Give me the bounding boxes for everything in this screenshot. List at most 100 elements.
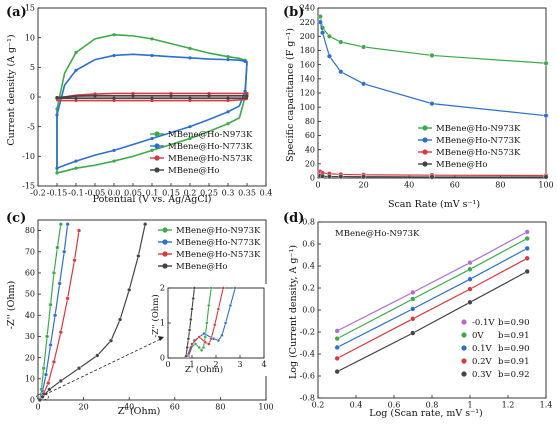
panel-a-series: [55, 33, 249, 175]
panel-a-point: [150, 98, 154, 103]
panel-c-series-point: [108, 338, 114, 343]
panel-d-xtick-label: 0.8: [426, 401, 439, 410]
panel-a-xtick-label: 0.15: [162, 189, 180, 198]
inset-series-point: [228, 303, 233, 308]
panel-b-series-point: [429, 52, 435, 58]
panel-a-ytick-label: 0: [30, 93, 35, 102]
panel-c-series-point: [117, 317, 123, 322]
panel-b-legend-marker: [422, 125, 428, 131]
panel-a-point: [226, 122, 230, 126]
panel-d-legend-b-value: b=0.90: [498, 344, 530, 354]
panel-a-legend: MBene@Ho-N973K MBene@Ho-N773K MBene@Ho-N57…: [150, 130, 253, 176]
panel-d-series-point: [410, 296, 416, 302]
panel-b-series-point: [543, 113, 549, 119]
panel-c-legend-marker: [162, 251, 168, 257]
panel-c-xtick-label: 60: [170, 403, 180, 412]
panel-c-series-point: [76, 366, 82, 371]
panel-a-point: [188, 96, 192, 100]
panel-d-series-point: [334, 336, 340, 342]
panel-a-point: [74, 159, 78, 163]
panel-d-annotation: MBene@Ho-N973K: [335, 229, 420, 239]
panel-a-legend-marker: [154, 131, 160, 137]
panel-a: (a) -0.2 -0.15 -0.1 -0.05 0.0 0.05 0.1 0.15 0.2 0…: [6, 4, 272, 205]
inset-series-point: [192, 286, 197, 290]
inset-series-point: [193, 342, 198, 346]
inset-series-point: [186, 337, 191, 341]
panel-b-legend-entry: MBene@Ho-N773K: [436, 136, 521, 146]
panel-a-xtick-label: 0.0: [108, 189, 121, 198]
panel-c-series-point: [127, 287, 132, 292]
inset-series-point: [197, 345, 201, 350]
panel-c-series-line: [39, 224, 62, 401]
panel-a-point: [150, 53, 154, 58]
panel-b-ytick-label: 100: [300, 103, 315, 112]
panel-b-legend-marker: [422, 137, 428, 143]
panel-a-point: [131, 94, 135, 98]
panel-d-series-line: [336, 247, 528, 348]
panel-d-series-point: [334, 355, 340, 362]
panel-d-series-point: [467, 299, 473, 305]
panel-a-cv-curve: [56, 95, 248, 99]
panel-c-ytick-label: 50: [25, 290, 35, 299]
panel-d-legend-b-value: b=0.92: [498, 370, 530, 380]
inset-series-point: [201, 345, 206, 350]
panel-b-series-point: [326, 174, 332, 180]
panel-d: (d) 0.2 0.4 0.6 0.8 1 1.2 1.4-0.8-0.6-0.4-0.20…: [283, 211, 552, 419]
panel-d-series-line: [336, 237, 528, 340]
panel-d-series-point: [467, 276, 473, 282]
inset-series-point: [190, 342, 194, 346]
panel-b-series-point: [543, 60, 549, 66]
inset-series-point: [209, 286, 213, 290]
inset-xtick-label: 3: [237, 360, 242, 369]
panel-c-ytick-label: 60: [25, 269, 35, 278]
panel-a-point: [55, 95, 59, 100]
panel-a-ytick-label: 15: [25, 4, 35, 13]
panel-a-point: [131, 91, 135, 96]
panel-d-legend-entry: 0V: [472, 331, 484, 341]
panel-a-xtick-label: 0.2: [184, 189, 197, 198]
panel-a-xtick-label: 0.3: [222, 189, 235, 198]
panel-c-ytick-label: 30: [25, 332, 35, 341]
panel-b-axes: 0 20 40 60 80 100 0 20 40 60 80 100 120 140 160 180 200 2…: [300, 4, 554, 190]
panel-d-legend-marker: [461, 345, 467, 351]
panel-c-ylabel: -Z'' (Ohm): [6, 281, 17, 329]
inset-series-point: [202, 331, 206, 336]
panel-d-xtick-label: 1: [467, 401, 472, 410]
inset-series-point: [203, 335, 207, 339]
panel-a-point: [207, 94, 211, 98]
panel-c-xtick-label: 40: [124, 403, 134, 412]
zoom-arrow-line: [44, 338, 163, 396]
panel-d-series-point: [410, 330, 416, 336]
panel-b-legend-marker: [422, 149, 428, 155]
panel-d-xtick-label: 1.4: [540, 401, 553, 410]
panel-a-point: [188, 56, 192, 60]
panel-a-ytick-label: -10: [22, 152, 35, 161]
panel-b-xtick-label: 80: [495, 181, 505, 190]
panel-a-axes: -0.2 -0.15 -0.1 -0.05 0.0 0.05 0.1 0.15 0.2 0.25 0…: [22, 4, 272, 198]
panel-c-xtick-label: 100: [258, 403, 273, 412]
panel-c-series-point: [62, 249, 67, 254]
panel-a-point: [188, 98, 192, 103]
panel-c-series-point: [58, 222, 63, 227]
panel-c-series-point: [45, 334, 50, 339]
panel-b-series-point: [338, 69, 344, 75]
panel-b-series-point: [429, 174, 435, 180]
panel-c-series-point: [55, 245, 60, 250]
panel-d-xtick-label: 1.2: [502, 401, 515, 410]
panel-a-point: [188, 136, 192, 141]
panel-c-series-point: [48, 302, 53, 307]
panel-c-legend-marker: [162, 227, 168, 233]
panel-a-point: [169, 94, 173, 98]
panel-d-series-point: [334, 328, 340, 334]
panel-c-xtick-label: 80: [215, 403, 225, 412]
panel-d-legend-entry: -0.1V: [472, 318, 495, 328]
panel-c-series-point: [43, 372, 49, 377]
panel-a-legend-entry: MBene@Ho: [168, 166, 220, 176]
panel-d-legend-marker: [461, 371, 467, 377]
panel-c-ytick-label: 20: [25, 353, 35, 362]
panel-a-point: [74, 68, 78, 72]
panel-d-series: [334, 229, 530, 375]
